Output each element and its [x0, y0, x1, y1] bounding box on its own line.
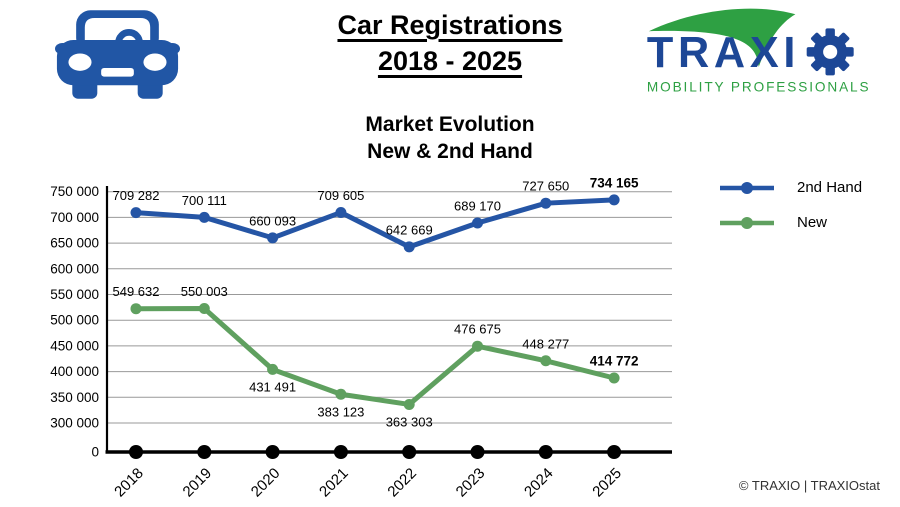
- data-point: [403, 241, 415, 253]
- car-body: [56, 40, 179, 86]
- car-headlight-left: [68, 53, 92, 71]
- axis-zero-marker: [607, 445, 622, 459]
- x-tick-label: 2024: [521, 465, 557, 501]
- logo-gear-icon: [806, 28, 854, 76]
- y-tick-label: 750 000: [50, 184, 99, 199]
- data-point: [540, 355, 552, 367]
- data-label: 700 111: [182, 193, 227, 208]
- page-title-line2: 2018 - 2025: [377, 45, 523, 76]
- data-point: [608, 194, 620, 206]
- axis-zero-marker: [538, 445, 553, 459]
- legend-line-sample: [720, 216, 774, 229]
- logo-tagline: MOBILITY PROFESSIONALS: [647, 79, 871, 94]
- data-label: 734 165: [590, 175, 639, 190]
- copyright-text: © TRAXIO | TRAXIOstat: [738, 478, 880, 493]
- data-point: [608, 372, 620, 384]
- data-point: [198, 302, 210, 314]
- x-tick-label: 2020: [248, 465, 284, 501]
- series-line-new: [133, 305, 617, 407]
- x-tick-label: 2019: [180, 465, 216, 501]
- data-label: 448 277: [522, 336, 569, 351]
- data-label: 660 093: [249, 213, 296, 228]
- y-tick-label: 550 000: [50, 287, 99, 302]
- legend-label: New: [797, 214, 828, 231]
- traxio-logo: TRAXI MOBILITY PROFESSIONALS: [647, 8, 871, 94]
- data-label: 414 772: [590, 354, 639, 369]
- chart-title-line2: New & 2nd Hand: [367, 140, 533, 164]
- y-tick-label: 650 000: [50, 236, 99, 251]
- x-tick-label: 2018: [111, 465, 147, 501]
- legend-label: 2nd Hand: [797, 179, 863, 196]
- car-icon: [55, 10, 180, 99]
- y-tick-label: 0: [91, 445, 99, 460]
- data-point: [540, 197, 552, 209]
- legend-item-new: New: [718, 214, 862, 231]
- x-tick-label: 2023: [453, 465, 489, 501]
- data-label: 383 123: [317, 404, 364, 419]
- data-point: [335, 206, 347, 218]
- legend: 2nd Hand New: [718, 179, 862, 231]
- axis-zero-marker: [333, 445, 348, 459]
- data-point: [130, 303, 142, 315]
- data-point: [130, 207, 142, 219]
- car-rearview-mirror: [115, 29, 143, 44]
- data-point: [335, 388, 347, 400]
- data-label: 431 491: [249, 379, 296, 394]
- data-label: 550 003: [181, 284, 228, 299]
- data-point: [472, 340, 483, 352]
- x-tick-label: 2021: [316, 465, 352, 501]
- data-label: 689 170: [454, 198, 501, 213]
- axis-zero-marker: [197, 445, 212, 459]
- data-label: 549 632: [113, 284, 160, 299]
- series-line-2nd-hand: [133, 197, 617, 250]
- data-label: 642 669: [386, 222, 433, 237]
- x-tick-label: 2022: [384, 465, 420, 501]
- data-label: 476 675: [454, 322, 501, 337]
- logo-swoosh: [648, 8, 796, 67]
- y-tick-label: 450 000: [50, 338, 99, 353]
- page-title: Car Registrations 2018 - 2025: [0, 8, 900, 79]
- data-label: 727 650: [522, 179, 569, 194]
- axis-zero-marker: [129, 445, 143, 459]
- legend-line-sample: [720, 181, 774, 194]
- x-tick-label: 2025: [589, 465, 625, 501]
- axis-zero-marker: [265, 445, 280, 459]
- y-tick-label: 500 000: [50, 313, 99, 328]
- car-headlight-right: [143, 53, 167, 71]
- data-label: 709 282: [113, 188, 160, 203]
- y-tick-label: 600 000: [50, 261, 99, 276]
- data-label: 709 605: [317, 188, 364, 203]
- data-point: [403, 398, 415, 410]
- legend-item-2nd-hand: 2nd Hand: [718, 179, 862, 196]
- data-point: [472, 217, 483, 229]
- page-title-line1: Car Registrations: [337, 10, 563, 40]
- y-tick-label: 350 000: [50, 390, 99, 405]
- data-point: [198, 211, 210, 223]
- y-tick-label: 300 000: [50, 416, 99, 431]
- data-point: [267, 363, 279, 375]
- y-tick-label: 400 000: [50, 364, 99, 379]
- axis-zero-marker: [402, 445, 417, 459]
- y-tick-label: 700 000: [50, 210, 99, 225]
- axis-zero-marker: [470, 445, 485, 459]
- chart-title: Market Evolution New & 2nd Hand: [0, 111, 900, 166]
- data-point: [267, 232, 279, 244]
- chart-title-line1: Market Evolution: [365, 113, 535, 136]
- logo-wordmark: TRAXI: [647, 29, 800, 77]
- data-label: 363 303: [386, 414, 433, 429]
- car-grille: [101, 67, 134, 77]
